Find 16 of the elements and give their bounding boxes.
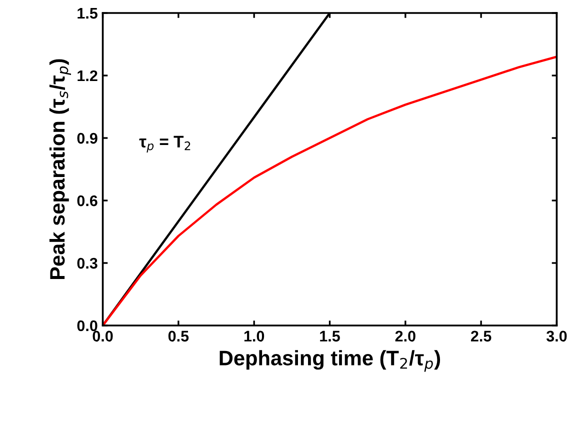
y-tick-label: 0.3 — [77, 258, 98, 269]
x-axis-title: Dephasing time (T$_{2}$/τ$_{p}$) — [220, 350, 440, 372]
x-tick-label: 2.0 — [395, 330, 416, 342]
y-tick-label: 0.0 — [77, 320, 98, 332]
y-tick-label: 1.2 — [78, 70, 98, 82]
x-tick-label: 0.0 — [92, 330, 113, 342]
x-tick-label: 3.0 — [546, 330, 567, 342]
x-tick-label: 1.5 — [320, 330, 340, 342]
y-axis-title: Peak separation (τ$_{s}$/τ$_{p}$) — [49, 59, 72, 280]
y-tick-label: 1.5 — [78, 8, 98, 19]
annotation: τ$_{p}$ = T$_{2}$ — [139, 136, 190, 153]
y-tick-label: 0.6 — [77, 195, 98, 206]
x-tick-label: 0.5 — [168, 330, 189, 342]
x-tick-label: 1.0 — [244, 330, 264, 342]
x-tick-label: 2.5 — [470, 330, 492, 342]
y-tick-label: 0.9 — [77, 132, 98, 144]
